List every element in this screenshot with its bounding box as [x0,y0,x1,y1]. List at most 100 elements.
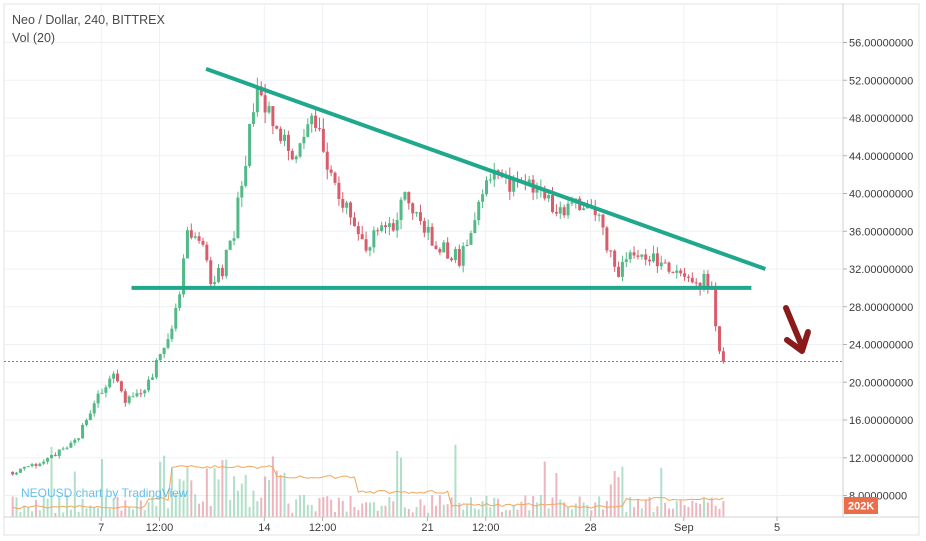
candle-body [640,254,644,257]
candle-body [702,273,706,289]
time-tick-label: 5 [774,522,780,534]
volume-bar [442,504,445,517]
candle-body [174,307,178,329]
volume-bar [656,506,659,517]
price-axis[interactable]: 8.0000000012.0000000016.0000000020.00000… [843,38,913,503]
volume-bar [77,511,80,517]
volume-bar [349,495,352,517]
volume-bar [388,496,391,517]
candle-body [430,226,434,246]
candle-body [279,128,283,141]
candle-body [251,112,255,124]
volume-bar [524,495,527,517]
candle-body [391,223,395,231]
time-tick-label: 14 [258,522,270,534]
candle-body [244,165,248,186]
candle-body [298,143,302,157]
candle-body [294,156,298,160]
candle-body [422,220,426,233]
time-tick-label: Sep [674,522,694,534]
candle-body [360,234,364,240]
candle-body [100,392,104,394]
candle-body [671,271,675,273]
volume-bar [306,504,309,517]
volume-bar [454,444,457,517]
candle-body [209,260,213,285]
candle-body [166,339,170,348]
volume-bar [337,497,340,517]
volume-bar [547,508,550,517]
price-tick-label: 24.00000000 [849,340,913,352]
time-axis[interactable]: 7 12:00 14 12:00 21 12:00 28 Sep 5 [98,517,780,534]
volume-bar [407,509,410,517]
volume-bar [108,508,111,517]
candle-body [248,123,252,166]
volume-bar [691,500,694,517]
candle-body [116,373,120,382]
volume-bar [54,512,57,517]
price-tick-label: 36.00000000 [849,226,913,238]
candle-body [112,373,116,379]
candle-body [376,230,380,232]
volume-bar [574,503,577,517]
price-tick-label: 52.00000000 [849,75,913,87]
volume-bar [267,479,270,517]
candle-body [648,259,652,262]
candle-body [139,393,143,395]
volume-bar [69,509,72,517]
volume-bar [384,505,387,517]
volume-bar [89,505,92,517]
candle-body [81,424,85,439]
candle-body [434,245,438,250]
candle-body [415,212,419,214]
candle-body [547,195,551,199]
volume-bar [205,468,208,517]
candle-body [566,203,570,216]
volume-bar [159,461,162,517]
candle-body [558,207,562,214]
tradingview-watermark: NEOUSD chart by TradingView [21,486,188,500]
volume-bar [427,512,430,517]
candle-body [395,220,399,231]
volume-bar [466,504,469,517]
volume-bar [365,502,368,517]
candle-body [143,390,147,394]
symbol-title: Neo / Dollar, 240, BITTREX [12,13,165,27]
candle-body [317,128,321,130]
candle-body [92,403,96,414]
candle-body [69,442,73,448]
candle-body [73,439,77,443]
candle-body [380,225,384,231]
volume-bar [702,497,705,517]
volume-bar [380,505,383,517]
candle-body [65,447,69,449]
volume-bar [683,505,686,517]
volume-bar [446,504,449,517]
candle-body [438,249,442,253]
volume-bar [19,511,22,517]
candle-body [617,266,621,277]
volume-bar [295,499,298,517]
candle-body [446,242,450,259]
candle-body [527,179,531,183]
candle-body [267,106,271,113]
candle-body [554,211,558,214]
volume-bar [299,495,302,517]
descending-trendline[interactable] [205,67,767,271]
candle-body [597,214,601,216]
volume-bar [62,512,65,517]
volume-bar [322,497,325,517]
volume-bar [602,509,605,517]
volume-bar [143,510,146,517]
candle-body [22,466,26,469]
candle-body [271,106,275,127]
candle-body [651,253,655,262]
volume-indicator-label[interactable]: Vol (20) [12,31,56,45]
time-tick-label: 21 [421,522,433,534]
volume-bar [291,512,294,517]
candle-body [306,124,310,137]
candle-body [469,233,473,245]
candle-body [263,95,267,113]
candle-body [551,195,555,212]
